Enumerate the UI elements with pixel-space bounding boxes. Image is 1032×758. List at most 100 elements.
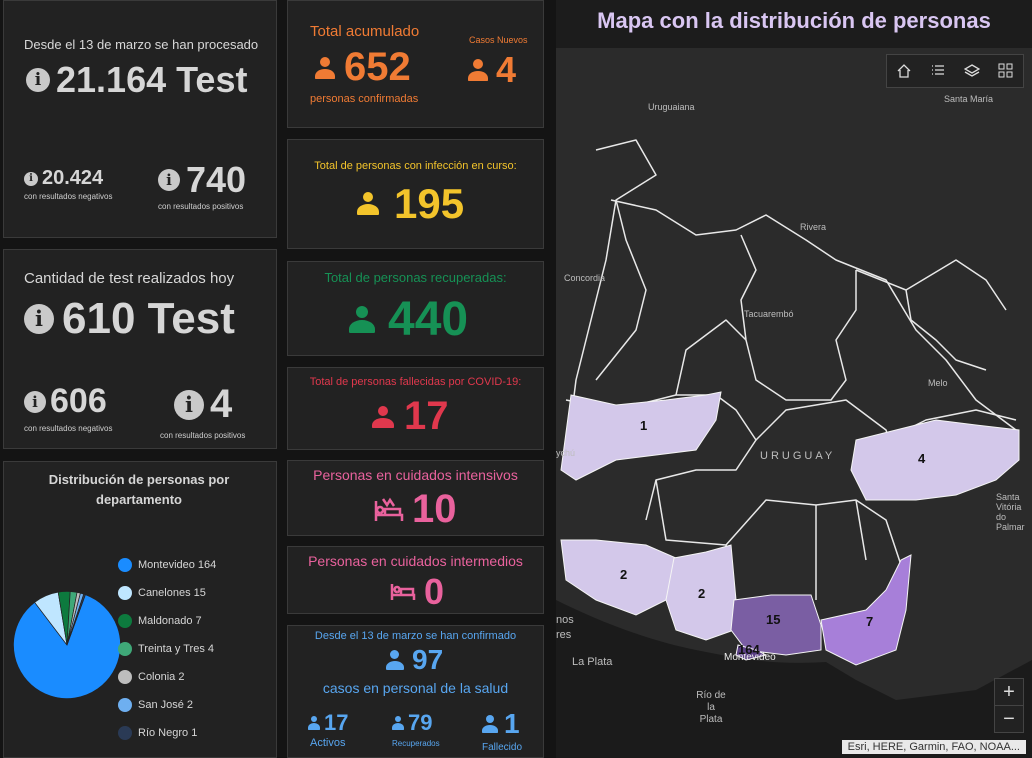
person-icon bbox=[386, 650, 404, 670]
place-label: La Plata bbox=[572, 656, 613, 668]
legend-item[interactable]: Maldonado 7 bbox=[118, 614, 202, 628]
legend-swatch bbox=[118, 698, 132, 712]
icu-value: 10 bbox=[412, 487, 457, 531]
new-cases-title: Casos Nuevos bbox=[469, 35, 528, 45]
info-icon: i bbox=[26, 68, 50, 92]
legend-item[interactable]: Treinta y Tres 4 bbox=[118, 642, 214, 656]
region-value-canelones: 15 bbox=[766, 612, 781, 627]
test-total-positives-value: 740 bbox=[186, 159, 247, 200]
intermediate-title: Personas en cuidados intermedios bbox=[308, 553, 523, 569]
legend-swatch bbox=[118, 670, 132, 684]
person-icon bbox=[348, 305, 376, 334]
deceased-title: Total de personas fallecidas por COVID-1… bbox=[309, 376, 522, 388]
active-panel: Total de personas con infección en curso… bbox=[287, 139, 544, 249]
person-icon bbox=[314, 56, 336, 79]
health-staff-deceased-value: 1 bbox=[504, 708, 520, 739]
info-icon: i bbox=[24, 390, 46, 413]
legend-label: Colonia 2 bbox=[138, 671, 185, 683]
icu-panel: Personas en cuidados intensivos 10 bbox=[287, 460, 544, 536]
map-region-rio-negro bbox=[560, 391, 722, 481]
test-today-positives-label: con resultados positivos bbox=[160, 431, 246, 440]
map-region-maldonado bbox=[820, 554, 912, 666]
chart-title: Distribución de personas por departament… bbox=[48, 472, 230, 507]
test-today-value: 610 Test bbox=[62, 294, 235, 343]
legend-swatch bbox=[118, 586, 132, 600]
test-total-value: 21.164 Test bbox=[56, 59, 248, 100]
deceased-value: 17 bbox=[404, 394, 449, 438]
zoom-out-button[interactable]: − bbox=[994, 705, 1024, 733]
pie-slice[interactable] bbox=[66, 593, 86, 646]
place-label: nos bbox=[556, 614, 574, 626]
info-icon: i bbox=[24, 304, 54, 334]
test-total-positives-label: con resultados positivos bbox=[158, 202, 244, 211]
health-staff-caption: casos en personal de la salud bbox=[322, 680, 509, 696]
icu-title: Personas en cuidados intensivos bbox=[313, 467, 518, 483]
info-icon: i bbox=[158, 169, 180, 191]
legend-label: Río Negro 1 bbox=[138, 727, 198, 739]
map-attribution[interactable]: Esri, HERE, Garmin, FAO, NOAA... bbox=[841, 740, 1026, 754]
legend-swatch bbox=[118, 642, 132, 656]
legend-item[interactable]: Río Negro 1 bbox=[118, 726, 197, 740]
place-label: Melo bbox=[928, 378, 948, 388]
person-icon bbox=[356, 192, 380, 216]
map-panel[interactable]: Mapa con la distribución de personas Uru… bbox=[556, 0, 1032, 758]
test-today-positives-value: 4 bbox=[210, 382, 233, 426]
legend-item[interactable]: San José 2 bbox=[118, 698, 193, 712]
place-label: Montevideo bbox=[724, 652, 776, 663]
zoom-in-button[interactable]: + bbox=[994, 678, 1024, 706]
health-staff-value: 97 bbox=[412, 644, 444, 675]
confirmed-title: Total acumulado bbox=[310, 23, 420, 40]
test-today-subtitle: Cantidad de test realizados hoy bbox=[24, 270, 235, 287]
recovered-panel: Total de personas recuperadas: 440 bbox=[287, 261, 544, 356]
active-title: Total de personas con infección en curso… bbox=[314, 160, 517, 172]
active-value: 195 bbox=[394, 180, 465, 227]
place-label: URUGUAY bbox=[760, 450, 836, 462]
legend-swatch bbox=[118, 726, 132, 740]
legend-label: Canelones 15 bbox=[138, 587, 206, 599]
test-total-subtitle: Desde el 13 de marzo se han procesado bbox=[24, 37, 259, 52]
layers-icon[interactable] bbox=[959, 58, 985, 84]
test-total-panel: Desde el 13 de marzo se han procesado i … bbox=[3, 0, 277, 238]
legend-label: Montevideo 164 bbox=[138, 559, 217, 571]
health-staff-active-value: 17 bbox=[324, 710, 349, 735]
map-canvas[interactable] bbox=[556, 0, 1032, 758]
place-label: Uruguaiana bbox=[648, 102, 695, 112]
pie-chart bbox=[13, 591, 121, 699]
legend-item[interactable]: Colonia 2 bbox=[118, 670, 184, 684]
health-staff-panel: Desde el 13 de marzo se han confirmado 9… bbox=[287, 625, 544, 758]
legend-item[interactable]: Canelones 15 bbox=[118, 586, 206, 600]
person-icon bbox=[372, 405, 394, 428]
region-value-montevideo: 164 bbox=[738, 642, 760, 657]
place-label: Rivera bbox=[800, 222, 827, 232]
legend-swatch bbox=[118, 614, 132, 628]
intermediate-panel: Personas en cuidados intermedios 0 bbox=[287, 546, 544, 614]
place-label: Santa Vitória do Palmar bbox=[996, 492, 1025, 532]
test-today-negatives-value: 606 bbox=[50, 382, 107, 420]
legend-list-icon[interactable] bbox=[925, 58, 951, 84]
legend-label: Maldonado 7 bbox=[138, 615, 202, 627]
region-value-maldonado: 7 bbox=[866, 614, 874, 629]
deceased-panel: Total de personas fallecidas por COVID-1… bbox=[287, 367, 544, 450]
bed-icon bbox=[390, 584, 416, 600]
health-staff-deceased-label: Fallecido bbox=[482, 742, 523, 753]
place-label: Concordia bbox=[564, 273, 606, 283]
basemap-gallery-icon[interactable] bbox=[993, 58, 1019, 84]
test-today-negatives-label: con resultados negativos bbox=[24, 424, 113, 433]
test-total-negatives-label: con resultados negativos bbox=[24, 192, 113, 201]
person-icon bbox=[392, 716, 404, 730]
confirmed-value: 652 bbox=[344, 45, 411, 89]
intermediate-value: 0 bbox=[424, 571, 445, 612]
department-chart-panel: Distribución de personas por departament… bbox=[3, 461, 277, 758]
pie-slice[interactable] bbox=[13, 594, 121, 699]
map-toolbar bbox=[886, 54, 1024, 88]
legend-item[interactable]: Montevideo 164 bbox=[118, 558, 216, 572]
region-value-san-jose: 2 bbox=[698, 586, 706, 601]
health-staff-recovered-label: Recuperados bbox=[392, 739, 440, 748]
person-icon bbox=[482, 715, 498, 733]
place-label: Tacuarembó bbox=[744, 309, 794, 319]
legend-swatch bbox=[118, 558, 132, 572]
health-staff-recovered-value: 79 bbox=[408, 710, 433, 735]
home-icon[interactable] bbox=[891, 58, 917, 84]
health-staff-title: Desde el 13 de marzo se han confirmado bbox=[314, 630, 517, 642]
map-region-colonia bbox=[560, 539, 677, 616]
